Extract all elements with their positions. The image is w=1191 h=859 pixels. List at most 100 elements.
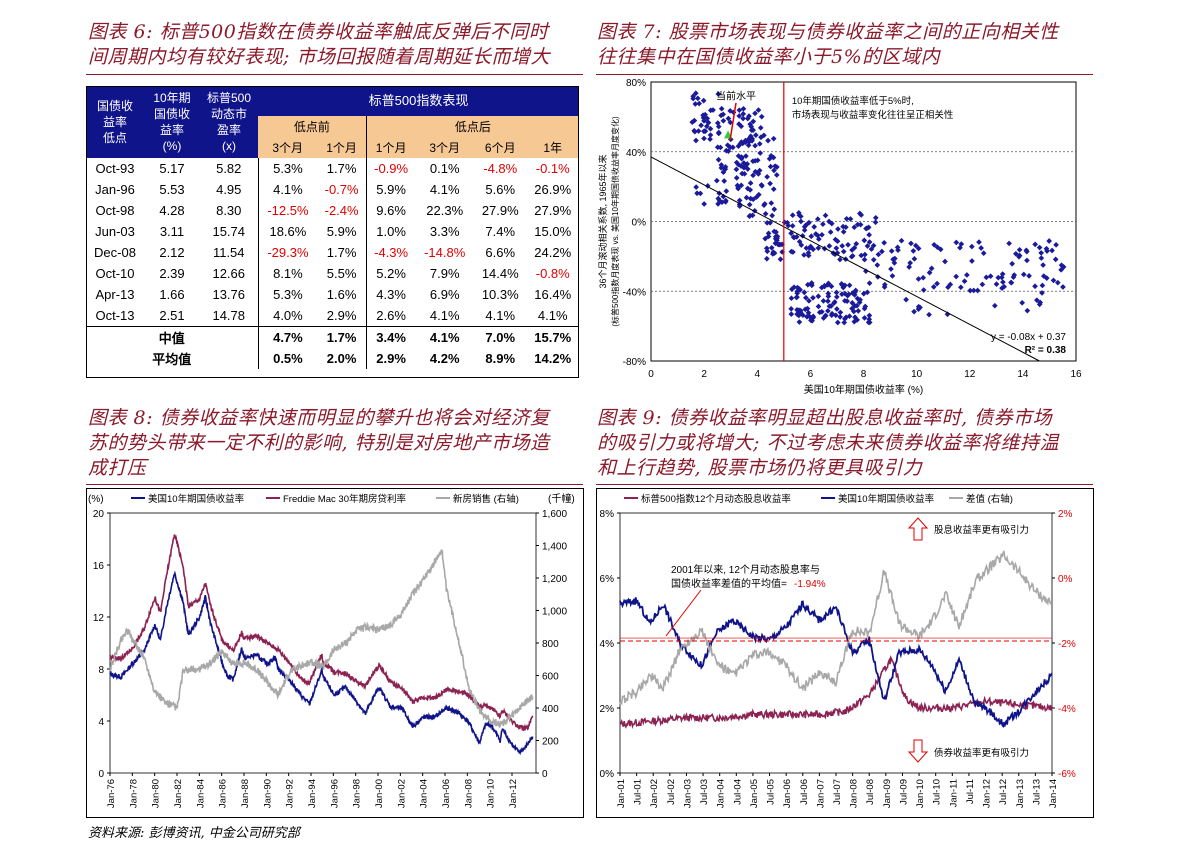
scatter-point — [1008, 279, 1015, 286]
scatter-point — [727, 119, 734, 126]
scatter-point — [1039, 282, 1046, 289]
row-date: Oct-13 — [95, 308, 135, 323]
down-arrow-icon — [907, 739, 929, 763]
row-pe: 15.74 — [212, 224, 246, 239]
row-yield: 2.12 — [159, 245, 185, 260]
scatter-point — [747, 187, 754, 193]
scatter-point — [1010, 274, 1017, 280]
scatter-point — [1016, 246, 1023, 253]
scatter-point — [715, 129, 722, 136]
scatter-point — [1006, 240, 1012, 247]
row-yield: 3.11 — [159, 224, 185, 239]
scatter-point — [701, 201, 707, 207]
x-tick-label: Jul-03 — [699, 779, 710, 805]
scatter-point — [828, 312, 835, 318]
scatter-point — [764, 255, 770, 262]
scatter-point — [834, 306, 840, 312]
scatter-point — [1036, 301, 1043, 308]
sub-header: 3个月 — [258, 137, 318, 158]
x-tick-label: Jul-01 — [633, 779, 644, 805]
scatter-point — [911, 255, 918, 262]
scatter-point — [998, 274, 1005, 281]
scatter-point — [735, 185, 741, 192]
y-left-tick-label: 2% — [600, 704, 615, 715]
scatter-point — [752, 158, 759, 164]
bond-mortgage-chart: 04812162002004006008001,0001,2001,4001,6… — [88, 492, 575, 808]
scatter-point — [892, 255, 898, 262]
scatter-point — [983, 274, 990, 281]
scatter-point — [857, 221, 864, 228]
trendline — [650, 156, 1040, 362]
scatter-point — [931, 241, 937, 248]
y-right-tick-label: 800 — [542, 639, 559, 650]
scatter-point — [756, 140, 763, 147]
scatter-point — [740, 105, 747, 112]
fig6-caption: 图表 6: 标普500指数在债券收益率触底反弹后不同时 间周期内均有较好表现; … — [88, 21, 550, 68]
scatter-point — [915, 303, 922, 310]
scatter-point — [872, 219, 879, 226]
scatter-point — [969, 258, 975, 264]
row-value: -29.3% — [257, 242, 318, 263]
scatter-point — [695, 128, 702, 134]
scatter-point — [777, 256, 784, 263]
series-line — [619, 550, 1053, 706]
y-right-tick-label: 1,000 — [542, 607, 567, 618]
x-tick-label: Jan-11 — [948, 779, 959, 807]
scatter-point — [1034, 297, 1040, 303]
source-footnote: 资料来源: 彭博资讯, 中金公司研究部 — [88, 826, 300, 841]
col-header-yield: 10年期 国债收 益率 (%) — [144, 86, 200, 158]
fig7-rule — [596, 74, 1093, 75]
scatter-point — [822, 312, 829, 319]
row-value: 18.6% — [257, 221, 318, 242]
row-value: -0.8% — [535, 266, 570, 281]
scatter-point — [944, 311, 951, 318]
row-value: 1.0% — [365, 221, 416, 242]
scatter-point — [865, 319, 872, 326]
row-value: 3.3% — [429, 224, 460, 239]
y-left-tick-label: 16 — [93, 561, 105, 572]
scatter-point — [1046, 238, 1052, 244]
table-title: 标普500指数表现 — [258, 86, 579, 116]
row-value: -0.9% — [365, 158, 416, 179]
scatter-point — [701, 135, 707, 142]
annotation-arrow — [665, 589, 702, 637]
scatter-point — [980, 250, 987, 257]
scatter-point — [1040, 262, 1046, 268]
annotation-text: 国债收益率差值的平均值= — [671, 577, 787, 590]
row-yield: 5.17 — [159, 161, 185, 176]
dividend-bond-chart: 0% 2% 4% 6% 8% -6% -4% -2% 0% 2% Jan-01 Jul-01 Jan-0… — [600, 493, 1076, 808]
scatter-point — [833, 245, 840, 252]
scatter-point — [845, 241, 851, 248]
scatter-point — [849, 253, 856, 259]
scatter-point — [798, 218, 804, 225]
scatter-point — [987, 273, 994, 280]
row-value: -0.7% — [324, 182, 359, 197]
current-arrow — [729, 102, 737, 141]
row-value: 4.1% — [257, 179, 318, 200]
scatter-point — [1054, 279, 1061, 286]
scatter-point — [715, 201, 721, 207]
scatter-point — [840, 248, 847, 255]
scatter-point — [758, 113, 765, 120]
sub-header: 6个月 — [474, 137, 527, 158]
y-left-tick-label: 8 — [98, 665, 104, 676]
scatter-point — [707, 126, 714, 132]
scatter-point — [872, 214, 879, 221]
scatter-point — [721, 178, 728, 184]
x-tick-label: 10 — [911, 369, 923, 380]
scatter-point — [969, 243, 975, 250]
group-before: 低点前 — [258, 116, 367, 137]
y-left-tick-label: 12 — [93, 613, 105, 624]
x-tick-label: Jul-07 — [832, 779, 843, 805]
scatter-point — [835, 226, 841, 232]
y-left-tick-label: 20 — [93, 509, 105, 520]
scatter-point — [903, 296, 909, 303]
scatter-point — [752, 110, 758, 117]
row-value: 15.0% — [534, 224, 572, 239]
scatter-point — [858, 252, 865, 259]
scatter-point — [912, 242, 919, 249]
row-value: -12.5% — [257, 200, 318, 221]
row-value: -2.4% — [324, 203, 359, 218]
scatter-point — [833, 294, 840, 300]
table-row: Jun-03 3.11 15.74 18.6% 5.9% 1.0% 3.3% 7.4% 15.0… — [86, 221, 579, 242]
